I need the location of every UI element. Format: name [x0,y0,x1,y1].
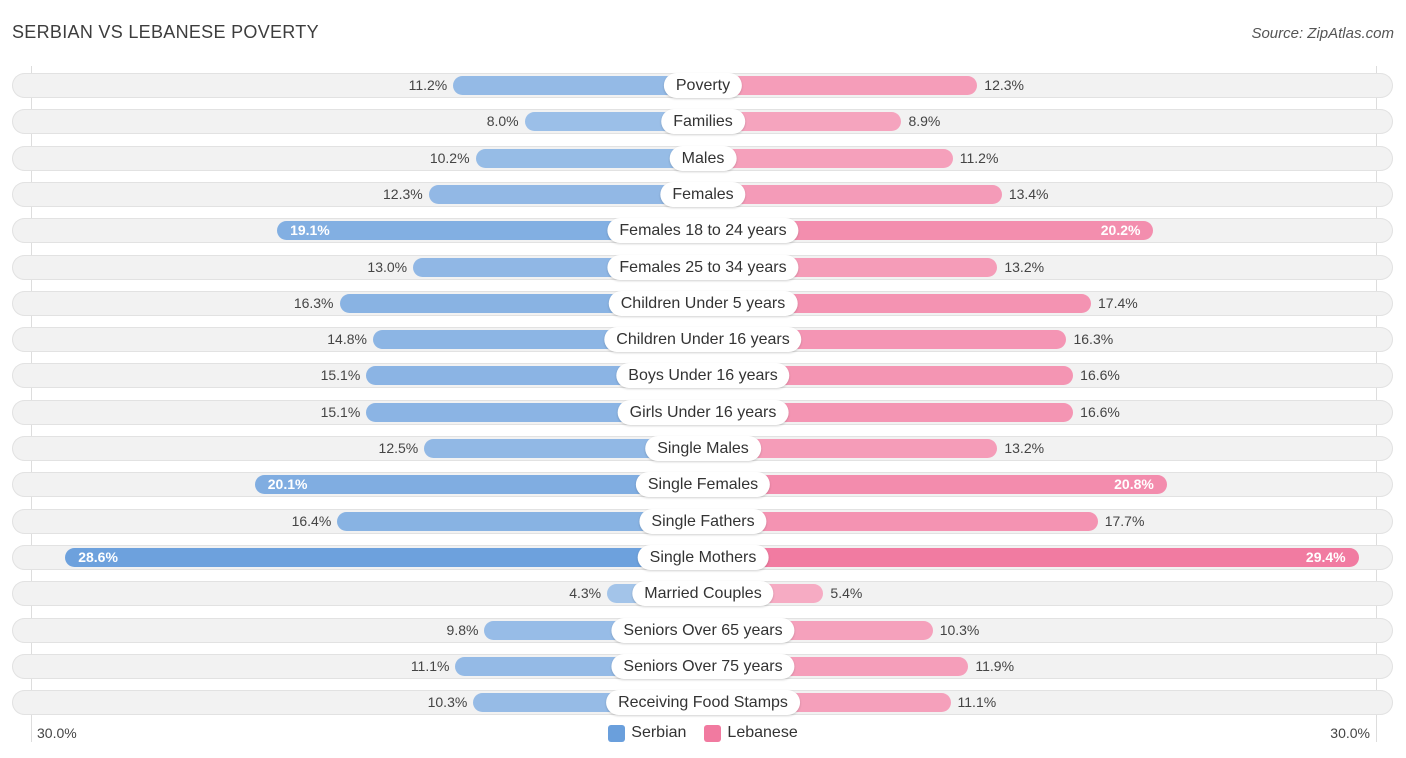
value-label-serbian: 14.8% [327,331,367,348]
value-label-serbian: 10.2% [429,149,470,166]
value-label-lebanese: 16.6% [1080,367,1120,384]
category-label: Single Fathers [639,508,767,534]
value-label-lebanese: 13.2% [1004,440,1045,456]
bar-serbian[interactable] [475,148,703,168]
bar-lebanese[interactable] [703,547,1359,567]
category-label: Females [660,181,746,207]
category-label: Single Females [635,472,771,498]
bar-lebanese[interactable] [703,439,998,458]
axis-label-right: 30.0% [1330,725,1370,741]
value-label-lebanese: 16.6% [1080,403,1120,420]
bar-lebanese[interactable] [703,76,978,95]
category-label: Girls Under 16 years [617,399,789,425]
bar-serbian[interactable] [524,112,703,132]
value-label-serbian: 12.3% [383,185,423,202]
value-label-serbian: 10.3% [427,694,468,711]
category-label: Poverty [663,73,743,98]
category-label: Receiving Food Stamps [606,690,800,716]
bar-serbian[interactable] [453,76,703,95]
value-label-serbian: 16.3% [293,294,334,311]
value-label-lebanese: 17.4% [1098,294,1138,311]
bar-serbian[interactable] [254,475,703,495]
bar-lebanese[interactable] [703,112,902,132]
category-label: Single Mothers [637,544,769,570]
value-label-lebanese: 20.2% [1100,222,1141,239]
chart-source: Source: ZipAtlas.com [1251,25,1394,42]
legend-label-lebanese: Lebanese [727,724,798,741]
category-label: Boys Under 16 years [616,363,790,389]
bar-serbian[interactable] [424,439,703,458]
legend-swatch-lebanese [704,724,722,742]
legend-item-serbian[interactable]: Serbian [608,724,686,742]
bar-serbian[interactable] [337,511,703,531]
legend-item-lebanese[interactable]: Lebanese [704,724,798,742]
value-label-serbian: 4.3% [569,585,602,602]
value-label-serbian: 11.2% [408,77,448,93]
value-label-serbian: 15.1% [320,403,361,420]
value-label-serbian: 12.5% [378,440,419,456]
value-label-lebanese: 11.1% [957,694,997,711]
category-label: Families [661,109,745,135]
bar-serbian[interactable] [428,184,703,204]
value-label-serbian: 15.1% [320,367,361,384]
value-label-lebanese: 20.8% [1114,476,1154,493]
value-label-serbian: 11.1% [410,657,450,674]
value-label-serbian: 16.4% [291,512,332,529]
legend-swatch-serbian [608,724,626,742]
category-label: Females 25 to 34 years [607,254,799,280]
category-label: Single Males [645,436,761,461]
value-label-lebanese: 13.2% [1004,258,1045,275]
value-label-serbian: 9.8% [446,621,479,638]
legend: Serbian Lebanese [0,724,1406,742]
chart-title: SERBIAN VS LEBANESE POVERTY [12,22,319,42]
category-label: Males [669,145,737,171]
value-label-lebanese: 8.9% [908,113,941,130]
value-label-lebanese: 29.4% [1305,548,1346,565]
value-label-lebanese: 12.3% [984,77,1024,93]
bar-lebanese[interactable] [703,366,1074,386]
axis-label-left: 30.0% [37,725,77,741]
value-label-lebanese: 5.4% [830,585,863,602]
bar-lebanese[interactable] [703,511,1098,531]
bar-lebanese[interactable] [703,402,1074,422]
category-label: Children Under 16 years [604,327,802,353]
bar-lebanese[interactable] [703,293,1092,313]
category-label: Females 18 to 24 years [607,218,799,244]
value-label-serbian: 19.1% [290,222,330,239]
value-label-serbian: 20.1% [267,476,308,493]
category-label: Seniors Over 75 years [611,653,795,679]
category-label: Married Couples [632,581,774,607]
bar-lebanese[interactable] [703,475,1167,495]
value-label-lebanese: 10.3% [939,621,980,638]
value-label-lebanese: 16.3% [1073,331,1114,348]
bar-serbian[interactable] [277,221,703,241]
bar-serbian[interactable] [65,547,703,567]
value-label-lebanese: 13.4% [1008,185,1049,202]
bar-lebanese[interactable] [703,221,1154,241]
value-label-lebanese: 11.9% [975,657,1015,674]
category-label: Seniors Over 65 years [611,617,795,643]
value-label-lebanese: 17.7% [1104,512,1145,529]
value-label-serbian: 8.0% [486,113,519,130]
value-label-serbian: 13.0% [367,258,408,275]
value-label-serbian: 28.6% [78,548,118,565]
bar-lebanese[interactable] [703,184,1002,204]
legend-label-serbian: Serbian [631,724,687,741]
category-label: Children Under 5 years [608,290,798,316]
bar-lebanese[interactable] [703,148,953,168]
value-label-lebanese: 11.2% [959,149,999,166]
